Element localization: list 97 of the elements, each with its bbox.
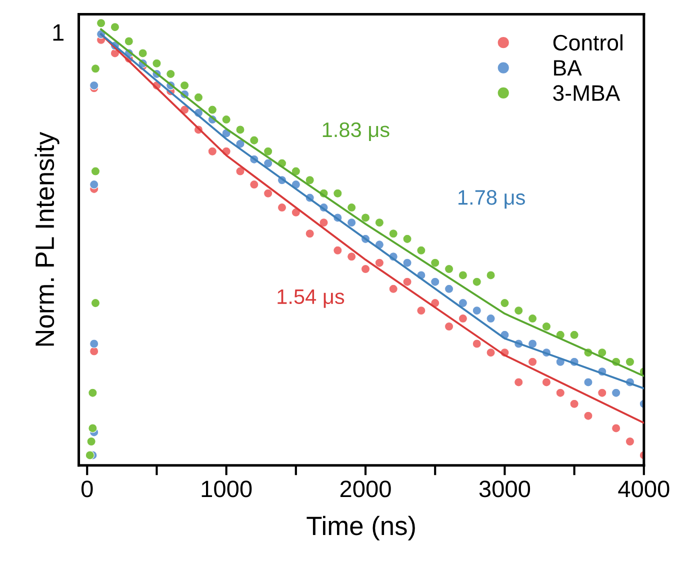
x-tick-label: 1000 [202,480,252,498]
y-axis-title: Norm. PL Intensity [34,132,60,346]
point [347,252,356,262]
point [264,146,273,156]
point [612,424,621,433]
point [374,218,384,228]
point [291,166,300,176]
point [570,399,579,408]
point [416,246,426,255]
point [402,258,412,268]
point [528,314,538,324]
point [472,339,482,348]
point [96,18,106,28]
point [319,218,328,228]
point [402,277,412,286]
point [584,411,593,420]
point [444,322,454,332]
point [194,92,204,102]
point [86,436,96,446]
point [598,388,607,398]
point [152,58,162,68]
point [402,234,412,244]
point [612,388,621,398]
point [625,357,635,366]
point [458,298,468,308]
legend-label: 3-MBA [553,85,620,101]
point [570,330,579,340]
point [166,69,176,79]
point [514,378,524,387]
point [444,264,454,274]
point [88,424,98,433]
point [486,270,496,280]
point [430,277,440,286]
point [584,378,593,387]
point [347,202,356,212]
point [556,388,565,398]
point [222,114,231,124]
point [500,298,510,308]
point [208,146,217,156]
x-axis-title: Time (ns) [306,516,415,540]
x-tick-label: 4000 [618,480,670,498]
point [124,36,134,46]
point [347,218,356,228]
point [305,229,314,238]
point [528,357,538,366]
point [90,180,99,190]
point [360,264,370,274]
point [180,80,190,90]
text: 1 [53,24,64,41]
point [264,188,273,198]
point [277,202,287,212]
point [444,284,454,294]
point [374,258,384,268]
point [250,180,259,190]
point [416,306,426,316]
point [542,322,552,332]
point [236,125,245,134]
x-tick-label: 3000 [479,480,530,498]
legend-label: BA [554,60,582,76]
point [388,229,398,238]
point [388,284,398,294]
point [514,306,524,316]
point [250,136,259,145]
point [264,158,273,168]
point [472,306,482,316]
annotation: 1.83 μs [322,122,390,141]
point [486,348,496,358]
point [542,378,552,387]
point [88,388,98,398]
point [90,339,99,348]
point [333,246,342,255]
point [90,298,100,308]
x-tick-label: 0 [81,480,93,498]
point [90,64,100,74]
point [472,277,482,286]
point [528,339,538,348]
point [90,166,100,176]
point [360,213,370,222]
point [333,188,342,198]
point [208,105,217,114]
point [598,348,607,358]
point [90,80,99,90]
legend-label: Control [553,34,622,51]
point [305,176,314,185]
point [625,436,635,446]
point [90,346,99,356]
point [85,450,94,460]
point [110,22,120,32]
point [458,270,468,280]
annotation: 1.78 μs [458,190,525,209]
x-tick-label: 2000 [340,480,391,498]
point [430,258,440,268]
point [486,314,496,324]
point [236,166,245,176]
annotation: 1.54 μs [278,290,344,308]
point [138,48,148,58]
point [458,314,468,324]
